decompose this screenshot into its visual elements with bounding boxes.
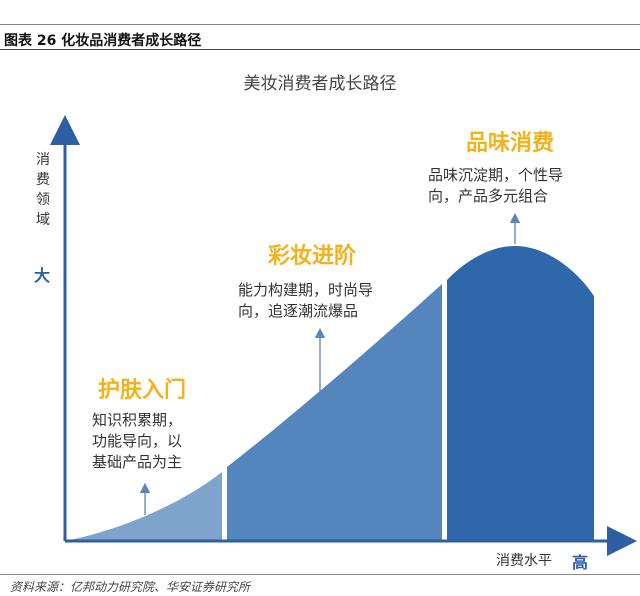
source-note: 资料来源：亿邦动力研究院、华安证券研究所	[10, 580, 251, 594]
stage-1-area	[65, 472, 222, 541]
stage-2-area	[227, 284, 442, 541]
stage-3-area	[447, 246, 594, 541]
stage-3-title: 品味消费	[466, 131, 555, 156]
diagram-title: 美妆消费者成长路径	[243, 74, 397, 94]
stage-1-desc-line: 功能导向，以	[92, 432, 183, 450]
figure-title: 图表 26 化妆品消费者成长路径	[4, 33, 202, 49]
stage-1-desc: 知识积累期， 功能导向，以 基础产品为主	[92, 410, 182, 473]
stage-1-title: 护肤入门	[98, 378, 187, 403]
stage-2-title: 彩妆进阶	[268, 244, 357, 269]
stage-1-desc-line: 知识积累期，	[92, 411, 183, 429]
stage-2-desc-line: 能力构建期，时尚导	[238, 281, 374, 299]
stage-3-desc-line: 向，产品多元组合	[428, 187, 549, 205]
figure-title-rule	[0, 49, 640, 50]
source-rule	[0, 574, 640, 575]
x-axis-label: 消费水平	[496, 553, 552, 569]
stage-2-desc-line: 向，追逐潮流爆品	[238, 302, 359, 320]
stage-1-desc-line: 基础产品为主	[92, 453, 183, 471]
top-rule	[0, 24, 640, 25]
stage-3-desc: 品味沉淀期，个性导 向，产品多元组合	[428, 165, 563, 207]
y-axis-high-label: 大	[34, 266, 51, 285]
x-axis-high-label: 高	[572, 553, 589, 572]
y-axis-label: 消费领域	[36, 152, 50, 228]
stage-3-desc-line: 品味沉淀期，个性导	[428, 166, 564, 184]
stage-2-desc: 能力构建期，时尚导 向，追逐潮流爆品	[238, 280, 373, 322]
